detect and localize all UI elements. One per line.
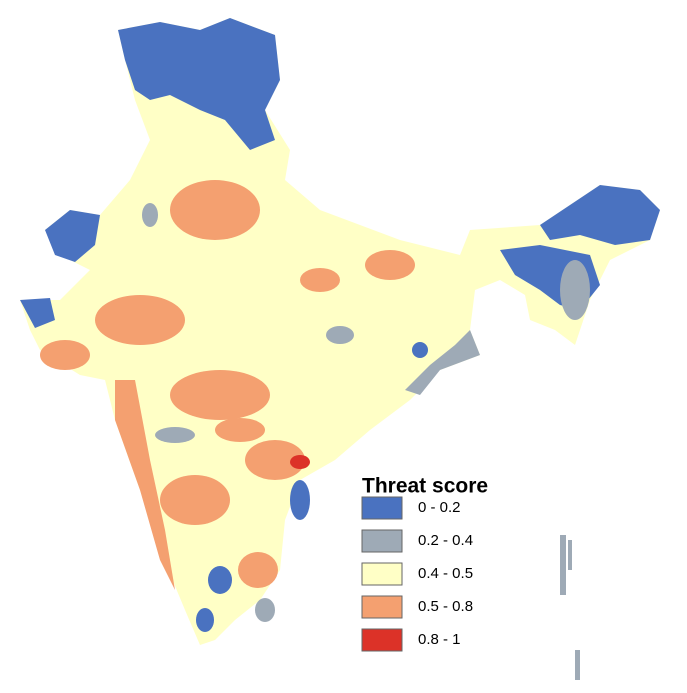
threat-region <box>405 330 480 395</box>
legend-label: 0.2 - 0.4 <box>418 532 473 549</box>
legend-label: 0 - 0.2 <box>418 499 461 516</box>
threat-region <box>215 418 265 442</box>
legend-swatch <box>361 595 403 619</box>
threat-region <box>115 380 175 590</box>
threat-region <box>118 18 280 150</box>
threat-region <box>290 455 310 469</box>
threat-region <box>208 566 232 594</box>
threat-region <box>170 180 260 240</box>
threat-region <box>560 535 566 595</box>
legend-label: 0.5 - 0.8 <box>418 598 473 615</box>
threat-region <box>95 295 185 345</box>
threat-region <box>412 342 428 358</box>
threat-region <box>255 598 275 622</box>
threat-region <box>196 608 214 632</box>
legend-swatch <box>361 562 403 586</box>
threat-region <box>365 250 415 280</box>
map-regions <box>20 18 660 680</box>
threat-region <box>238 552 278 588</box>
threat-region <box>40 340 90 370</box>
threat-region <box>142 203 158 227</box>
threat-region <box>326 326 354 344</box>
legend-swatch <box>361 628 403 652</box>
threat-region <box>568 540 572 570</box>
legend-swatch <box>361 529 403 553</box>
threat-region <box>20 298 55 328</box>
legend-title: Threat score <box>362 475 488 498</box>
threat-region <box>45 210 100 262</box>
threat-region <box>245 440 305 480</box>
threat-region <box>290 480 310 520</box>
threat-region <box>560 260 590 320</box>
threat-region <box>170 370 270 420</box>
threat-region <box>575 650 580 680</box>
legend-label: 0.8 - 1 <box>418 631 461 648</box>
legend-label: 0.4 - 0.5 <box>418 565 473 582</box>
threat-region <box>540 185 660 245</box>
legend: Threat score 0 - 0.2 0.2 - 0.4 0.4 - 0.5 0.… <box>361 475 488 652</box>
threat-region <box>160 475 230 525</box>
threat-region <box>300 268 340 292</box>
threat-region <box>155 427 195 443</box>
legend-swatch <box>361 496 403 520</box>
